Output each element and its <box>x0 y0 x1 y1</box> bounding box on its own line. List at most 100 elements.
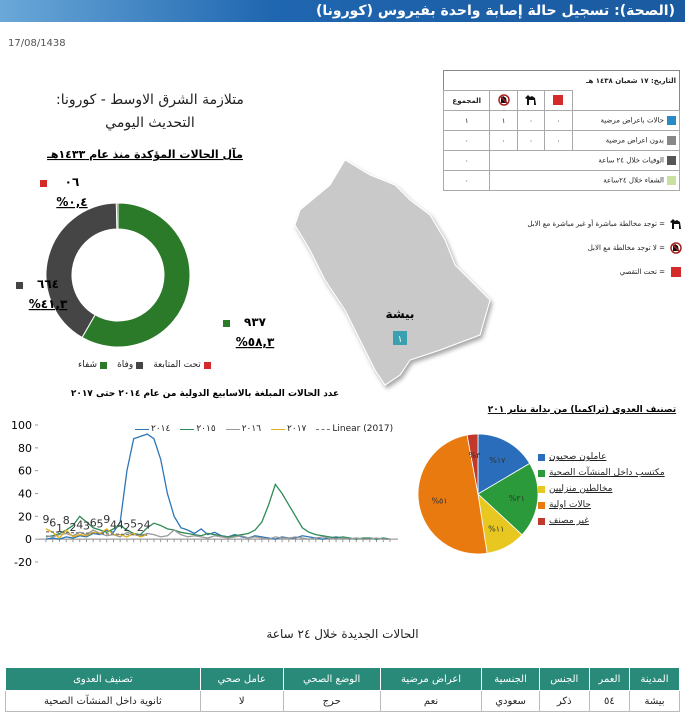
column-header: الجنسية <box>481 667 540 691</box>
value-label: %٥١ <box>431 497 447 506</box>
series-line <box>45 531 148 536</box>
hospital-icon <box>553 94 564 105</box>
hospital-icon <box>671 267 681 277</box>
nocamel-icon <box>497 93 510 106</box>
status-value: ١ <box>442 110 491 131</box>
legend-swatch <box>538 485 545 493</box>
status-value: ٠ <box>442 170 491 191</box>
legend-item: = لا توجد مخالطة مع الابل <box>505 242 683 254</box>
data-label: 2 <box>69 521 76 534</box>
map-shape <box>294 159 491 386</box>
row-icon <box>667 176 676 185</box>
column-header: العمر <box>588 667 631 691</box>
y-tick-label: 40 <box>18 488 32 501</box>
percent-label: %٥٨,٣ <box>236 335 275 349</box>
row-icon <box>667 116 676 125</box>
row: التاريخ: ١٧ شعبان ١٤٣٨ هـ <box>444 71 680 91</box>
total-header: المجموع <box>442 90 491 111</box>
value-label: %١١ <box>488 524 504 533</box>
data-label: 1 <box>56 522 63 535</box>
donut-segment <box>115 202 119 230</box>
pie-slice <box>466 433 479 495</box>
percent-label: %٤١,٣ <box>29 297 68 311</box>
status-value: ٠ <box>489 130 518 151</box>
chart-title: تصنيف العدوى (تراكميا) من بداية يناير ٢٠… <box>488 405 676 415</box>
y-tick-label: -20 <box>14 556 32 569</box>
status-row: حالات باعراض مرضية ٠ ٠ ١ ١ <box>442 110 681 131</box>
value-label: ٩٣٧ <box>244 315 267 329</box>
legend-text: تحت المتابعة <box>153 360 201 370</box>
legend-text: = تحت التقصي <box>619 268 665 276</box>
legend-item: شفاء <box>78 360 108 370</box>
status-value: ٠ <box>442 150 491 171</box>
legend-swatch <box>538 517 545 525</box>
y-tick-label: 60 <box>18 465 32 478</box>
legend-line <box>316 428 331 430</box>
legend-text: Linear (2017) <box>332 424 394 434</box>
legend-text: ٢٠١٤ <box>151 424 171 434</box>
label-swatch <box>40 180 47 187</box>
legend-item: ٢٠١٧ <box>271 424 306 434</box>
status-label: الوفيات خلال ٢٤ ساعة <box>489 150 680 171</box>
new-cases-title: الحالات الجديدة خلال ٢٤ ساعة <box>266 627 419 641</box>
summary-title: متلازمة الشرق الاوسط - كورونا: <box>56 92 244 108</box>
map-marker: ١ <box>398 335 403 345</box>
legend-text: عاملون صحيون <box>549 452 607 462</box>
value-label: %٣ <box>468 451 481 460</box>
data-label: 4 <box>144 519 151 532</box>
chart-title: عدد الحالات المبلغة بالاسابيع الدولية من… <box>71 389 339 399</box>
data-label: 9 <box>43 513 50 526</box>
row-icon <box>667 156 676 165</box>
legend-swatch <box>100 361 108 369</box>
y-tick-label: 20 <box>18 510 32 523</box>
status-label: بدون اعراض مرضية <box>571 130 681 151</box>
column-header: الجنس <box>538 667 590 691</box>
pie-slice <box>417 434 488 555</box>
status-value: ٠ <box>544 130 573 151</box>
legend-item: عاملون صحيون <box>538 452 665 462</box>
status-value: ٠ <box>544 110 573 131</box>
legend: عاملون صحيون مكتسب داخل المنشآت الصحية مخا… <box>538 452 665 532</box>
case-cell: بيشة <box>629 690 680 712</box>
legend-text: ٢٠١٧ <box>287 424 307 434</box>
y-tick-label: 80 <box>18 442 32 455</box>
legend-line <box>135 428 149 430</box>
legend-line <box>180 428 195 430</box>
status-value: ٠ <box>516 130 546 151</box>
legend-item: وفاة <box>117 360 144 370</box>
data-label: 5 <box>130 517 137 530</box>
case-cell: ثانوية داخل المنشآت الصحية <box>5 690 201 712</box>
column-header: اعراض مرضية <box>379 667 483 691</box>
status-value: ٠ <box>442 130 491 151</box>
status-label: الشفاء خلال ٢٤ساعة <box>489 170 680 191</box>
map-city: بيشة <box>386 307 415 321</box>
legend-swatch <box>203 361 211 369</box>
legend-swatch <box>136 361 144 369</box>
legend-text: مخالطين منزليين <box>549 484 613 494</box>
legend-text: ٢٠١٦ <box>241 424 262 434</box>
blank <box>572 91 679 111</box>
chart-title: مآل الحالات المؤكدة منذ عام ١٤٣٣هـ <box>46 147 243 161</box>
data-label: 9 <box>103 513 110 526</box>
status-row: بدون اعراض مرضية ٠ ٠ ٠ ٠ <box>442 130 681 151</box>
pie-slice <box>477 462 539 536</box>
status-row: الوفيات خلال ٢٤ ساعة ٠ <box>442 150 680 171</box>
header-title: (الصحة): تسجيل حالة إصابة واحدة بفيروس (… <box>0 0 685 22</box>
series-line <box>45 529 390 540</box>
legend-text: شفاء <box>78 360 98 370</box>
nocamel-icon <box>670 242 682 254</box>
camel-icon <box>670 219 681 229</box>
status-table: التاريخ: ١٧ شعبان ١٤٣٨ هـ المجموع حالات با… <box>442 70 681 191</box>
case-cell: لا <box>199 690 284 712</box>
legend-text: غير مصنف <box>549 516 589 526</box>
legend-item: غير مصنف <box>538 516 665 526</box>
header-row: المجموع <box>442 90 680 111</box>
legend-text: ٢٠١٥ <box>196 424 216 434</box>
map-marker-box <box>393 331 407 345</box>
legend-item: مخالطين منزليين <box>538 484 665 494</box>
value-label: %٢١ <box>509 494 525 503</box>
legend-item: تحت المتابعة <box>153 360 211 370</box>
row-icon <box>667 136 676 145</box>
